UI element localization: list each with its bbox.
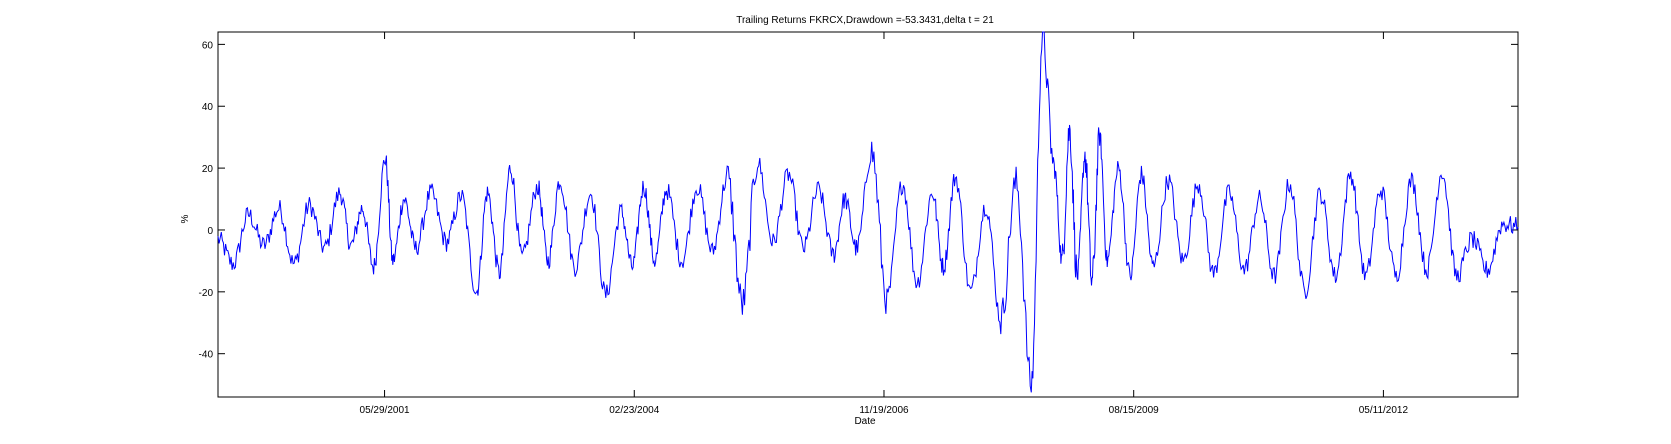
x-tick-label: 08/15/2009: [1109, 405, 1159, 416]
x-axis-label: Date: [854, 416, 876, 427]
series-group: [217, 31, 1519, 393]
x-tick-label: 05/29/2001: [360, 405, 410, 416]
x-tick-label: 05/11/2012: [1359, 405, 1409, 416]
x-axis: 05/29/2001 02/23/2004 11/19/2006 08/15/2009…: [360, 32, 1409, 416]
y-tick-label: 0: [207, 226, 213, 237]
y-tick-label: 20: [202, 164, 214, 175]
plot-area: [217, 31, 1519, 398]
y-tick-label: 60: [202, 40, 214, 51]
x-tick-label: 02/23/2004: [609, 405, 659, 416]
y-tick-label: -40: [199, 350, 214, 361]
y-tick-label: -20: [199, 288, 214, 299]
series-line: [217, 31, 1519, 393]
y-axis: -40 -20 0 20 40 60: [199, 40, 1518, 361]
chart-title: Trailing Returns FKRCX,Drawdown =-53.343…: [736, 15, 994, 26]
y-tick-label: 40: [202, 102, 214, 113]
y-axis-label: %: [180, 214, 191, 223]
x-tick-label: 11/19/2006: [859, 405, 909, 416]
